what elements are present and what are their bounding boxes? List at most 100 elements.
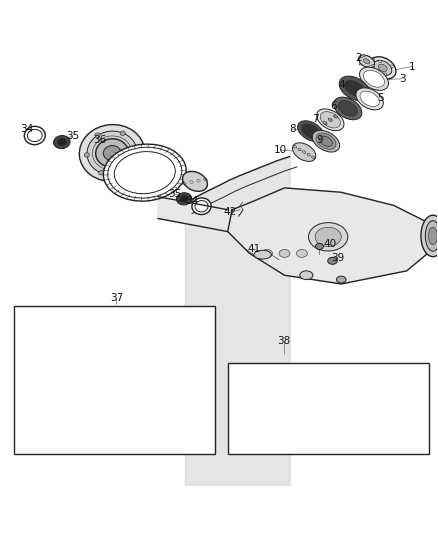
Ellipse shape <box>372 68 375 71</box>
Ellipse shape <box>117 375 121 378</box>
Bar <box>94 441 118 446</box>
Ellipse shape <box>302 409 319 423</box>
Text: 34: 34 <box>20 124 34 134</box>
Ellipse shape <box>106 342 123 353</box>
Ellipse shape <box>95 133 100 138</box>
Ellipse shape <box>120 131 125 135</box>
Ellipse shape <box>106 378 123 389</box>
Ellipse shape <box>334 115 338 118</box>
Ellipse shape <box>320 136 332 147</box>
Ellipse shape <box>95 139 128 167</box>
Ellipse shape <box>293 143 316 161</box>
Ellipse shape <box>95 350 134 381</box>
Ellipse shape <box>364 70 385 87</box>
Ellipse shape <box>364 59 370 64</box>
Text: 5: 5 <box>377 93 384 103</box>
Ellipse shape <box>279 249 290 257</box>
Ellipse shape <box>370 56 396 79</box>
Ellipse shape <box>317 109 344 131</box>
Ellipse shape <box>110 380 119 387</box>
Ellipse shape <box>124 168 129 173</box>
Bar <box>14 306 215 454</box>
Text: 8: 8 <box>289 124 296 134</box>
Ellipse shape <box>53 135 70 149</box>
Text: 10: 10 <box>274 145 287 155</box>
Ellipse shape <box>334 97 362 120</box>
Ellipse shape <box>134 356 147 374</box>
Ellipse shape <box>376 417 384 423</box>
Ellipse shape <box>127 364 131 367</box>
Ellipse shape <box>345 80 364 96</box>
Polygon shape <box>228 188 433 284</box>
Ellipse shape <box>391 65 393 67</box>
Text: 1: 1 <box>409 61 415 71</box>
Ellipse shape <box>70 357 88 373</box>
Ellipse shape <box>33 374 48 379</box>
Ellipse shape <box>158 360 171 370</box>
Ellipse shape <box>33 383 48 389</box>
Ellipse shape <box>254 251 272 259</box>
Ellipse shape <box>106 358 123 372</box>
Ellipse shape <box>183 172 208 191</box>
Ellipse shape <box>384 73 387 75</box>
Ellipse shape <box>378 64 387 71</box>
Ellipse shape <box>110 361 119 369</box>
Ellipse shape <box>315 244 323 249</box>
Ellipse shape <box>100 354 128 376</box>
Text: 3: 3 <box>399 74 406 84</box>
Ellipse shape <box>82 143 90 149</box>
Text: 35: 35 <box>66 131 79 141</box>
Ellipse shape <box>171 361 183 369</box>
Ellipse shape <box>421 215 438 257</box>
Ellipse shape <box>428 227 437 245</box>
Ellipse shape <box>33 356 48 362</box>
Ellipse shape <box>338 101 357 116</box>
Ellipse shape <box>356 88 383 110</box>
Ellipse shape <box>33 401 48 407</box>
Ellipse shape <box>180 196 188 202</box>
Ellipse shape <box>360 67 389 90</box>
Ellipse shape <box>146 361 157 370</box>
Ellipse shape <box>374 60 392 75</box>
Ellipse shape <box>320 111 340 128</box>
Ellipse shape <box>425 221 438 251</box>
Ellipse shape <box>79 125 145 181</box>
Ellipse shape <box>251 396 301 435</box>
Ellipse shape <box>117 352 121 355</box>
Ellipse shape <box>192 198 211 215</box>
Ellipse shape <box>143 358 160 373</box>
Ellipse shape <box>108 335 121 343</box>
Ellipse shape <box>312 131 339 152</box>
Ellipse shape <box>103 144 186 201</box>
Text: 9: 9 <box>316 135 323 145</box>
Ellipse shape <box>297 249 307 257</box>
Ellipse shape <box>87 131 137 175</box>
Ellipse shape <box>323 122 327 125</box>
Ellipse shape <box>100 371 104 374</box>
Ellipse shape <box>339 76 370 101</box>
Text: 35: 35 <box>168 189 181 199</box>
Ellipse shape <box>388 417 396 423</box>
Bar <box>31 341 57 417</box>
Text: 39: 39 <box>332 253 345 263</box>
Ellipse shape <box>84 152 89 157</box>
Ellipse shape <box>74 360 85 370</box>
Bar <box>228 362 428 454</box>
Ellipse shape <box>33 392 48 398</box>
Text: 34: 34 <box>185 196 198 206</box>
Ellipse shape <box>134 149 140 154</box>
Text: 36: 36 <box>94 135 107 145</box>
Text: 42: 42 <box>224 207 237 217</box>
Ellipse shape <box>379 60 381 63</box>
Ellipse shape <box>359 55 374 68</box>
Text: 7: 7 <box>312 114 318 124</box>
Ellipse shape <box>297 406 324 426</box>
Ellipse shape <box>57 360 71 370</box>
Text: 4: 4 <box>339 80 346 90</box>
Ellipse shape <box>315 227 341 246</box>
Ellipse shape <box>24 126 45 144</box>
Text: 38: 38 <box>277 336 290 346</box>
Ellipse shape <box>261 249 272 257</box>
Ellipse shape <box>108 389 120 396</box>
Ellipse shape <box>99 171 104 175</box>
